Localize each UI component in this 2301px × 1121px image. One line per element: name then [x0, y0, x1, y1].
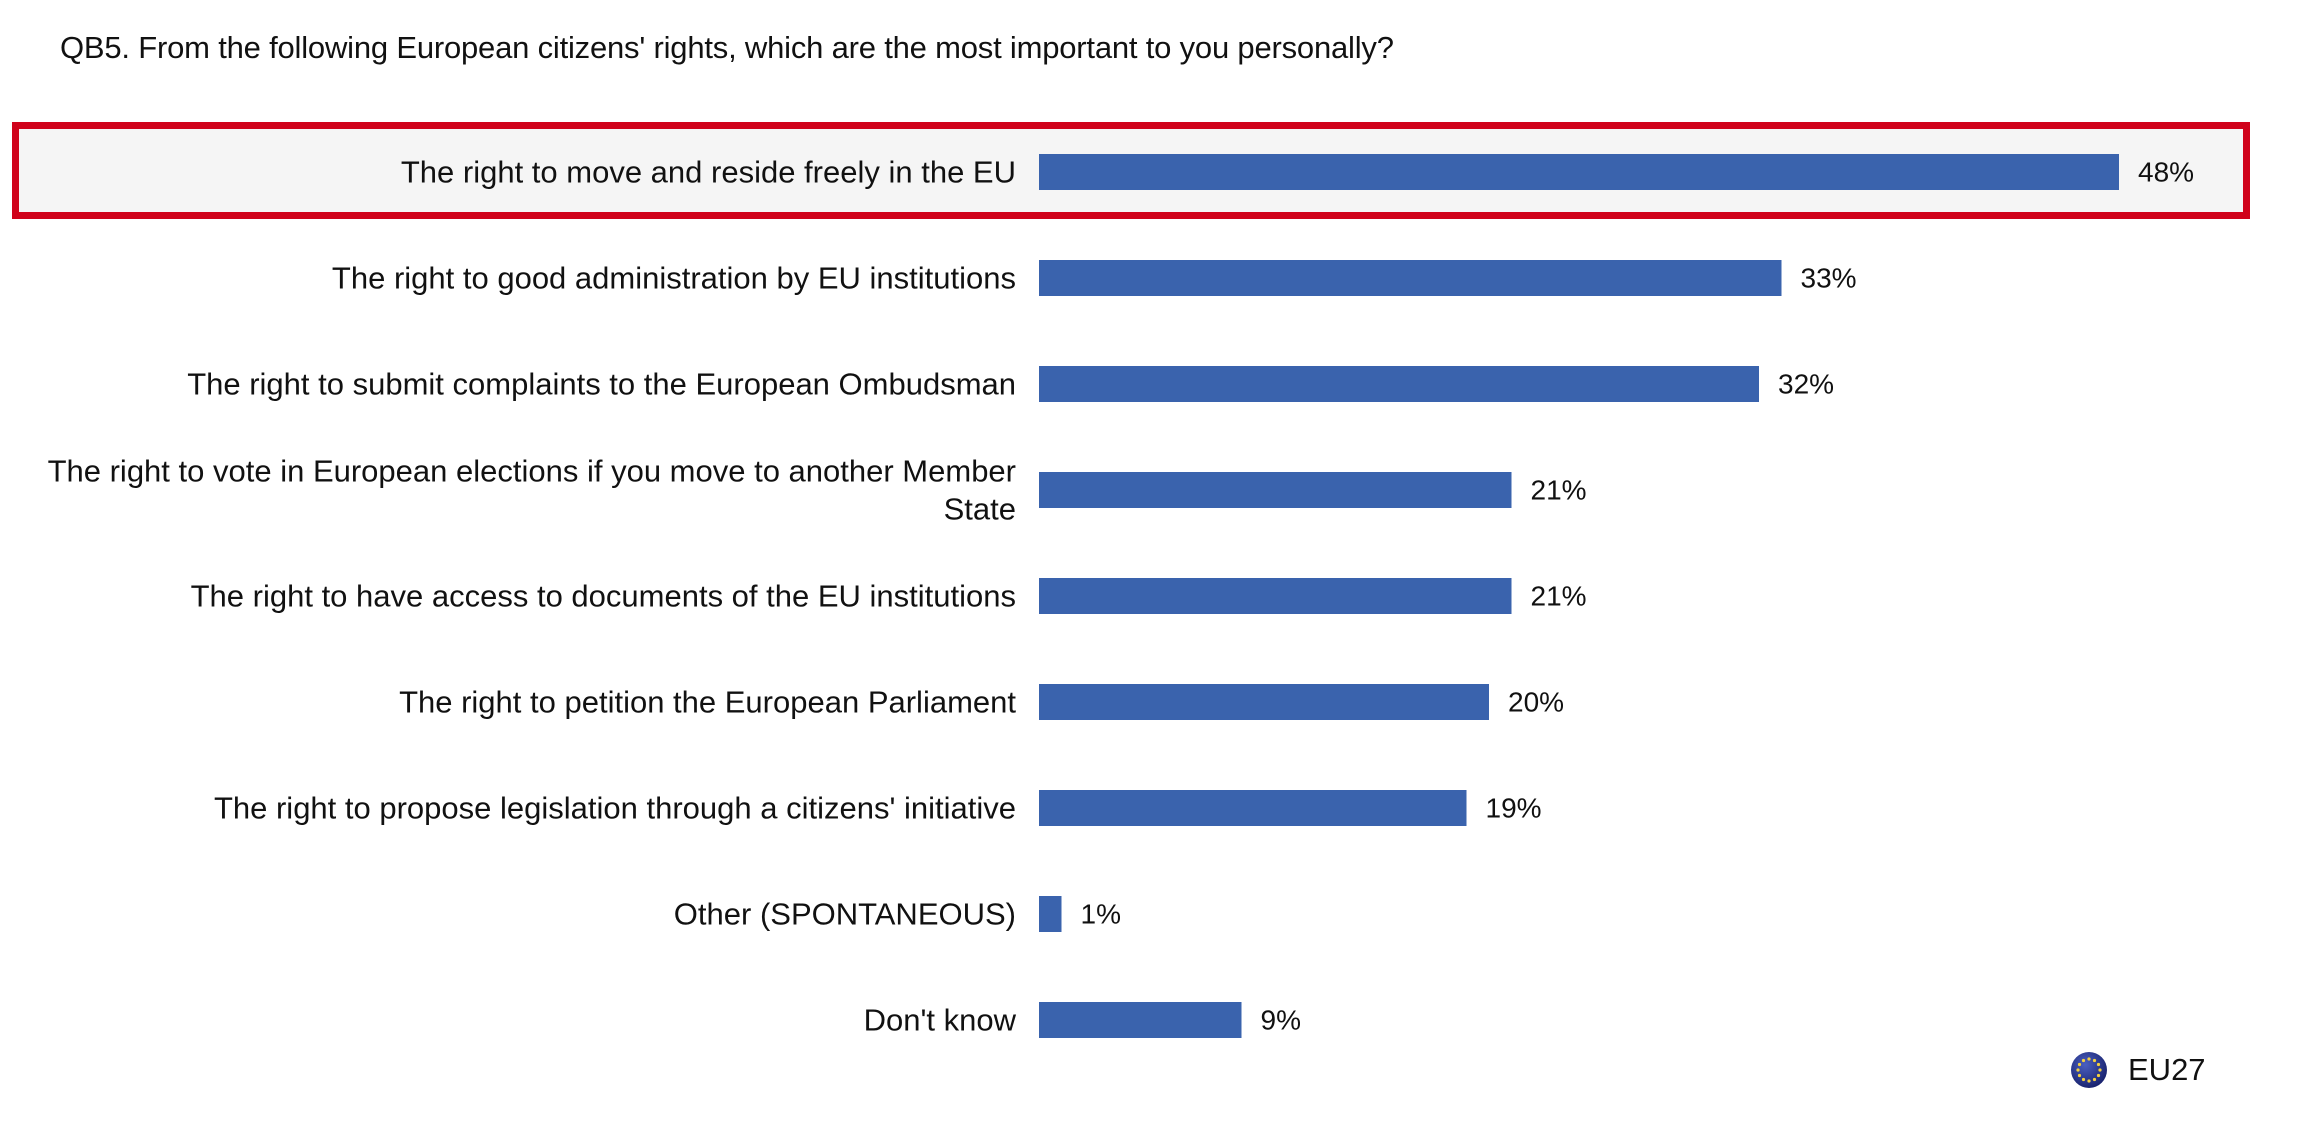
category-label-7: Other (SPONTANEOUS) [674, 897, 1016, 932]
category-label-6: The right to propose legislation through… [214, 791, 1016, 826]
value-label-5: 20% [1508, 687, 1564, 718]
bar-0 [1039, 154, 2119, 190]
value-label-3: 21% [1531, 475, 1587, 506]
category-label-1: The right to good administration by EU i… [332, 261, 1016, 296]
eu-flag-icon [2071, 1052, 2107, 1088]
value-label-2: 32% [1778, 369, 1834, 400]
value-label-8: 9% [1261, 1005, 1301, 1036]
category-label-4: The right to have access to documents of… [191, 579, 1016, 614]
bar-8 [1039, 1002, 1242, 1038]
category-label-8: Don't know [864, 1003, 1017, 1038]
category-label-0: The right to move and reside freely in t… [401, 155, 1016, 190]
bar-1 [1039, 260, 1782, 296]
bar-3 [1039, 472, 1512, 508]
category-label-3-line-1: State [944, 492, 1016, 527]
bar-4 [1039, 578, 1512, 614]
category-label-3-line-0: The right to vote in European elections … [48, 454, 1016, 489]
bar-7 [1039, 896, 1062, 932]
value-label-0: 48% [2138, 157, 2194, 188]
legend: EU27 [2070, 1051, 2206, 1089]
category-label-5: The right to petition the European Parli… [399, 685, 1016, 720]
bar-6 [1039, 790, 1467, 826]
value-label-6: 19% [1486, 793, 1542, 824]
category-label-2: The right to submit complaints to the Eu… [187, 367, 1016, 402]
value-label-4: 21% [1531, 581, 1587, 612]
legend-label: EU27 [2128, 1052, 2206, 1087]
chart-title: QB5. From the following European citizen… [60, 30, 1394, 65]
value-label-7: 1% [1081, 899, 1121, 930]
value-label-1: 33% [1801, 263, 1857, 294]
bar-2 [1039, 366, 1759, 402]
bar-5 [1039, 684, 1489, 720]
